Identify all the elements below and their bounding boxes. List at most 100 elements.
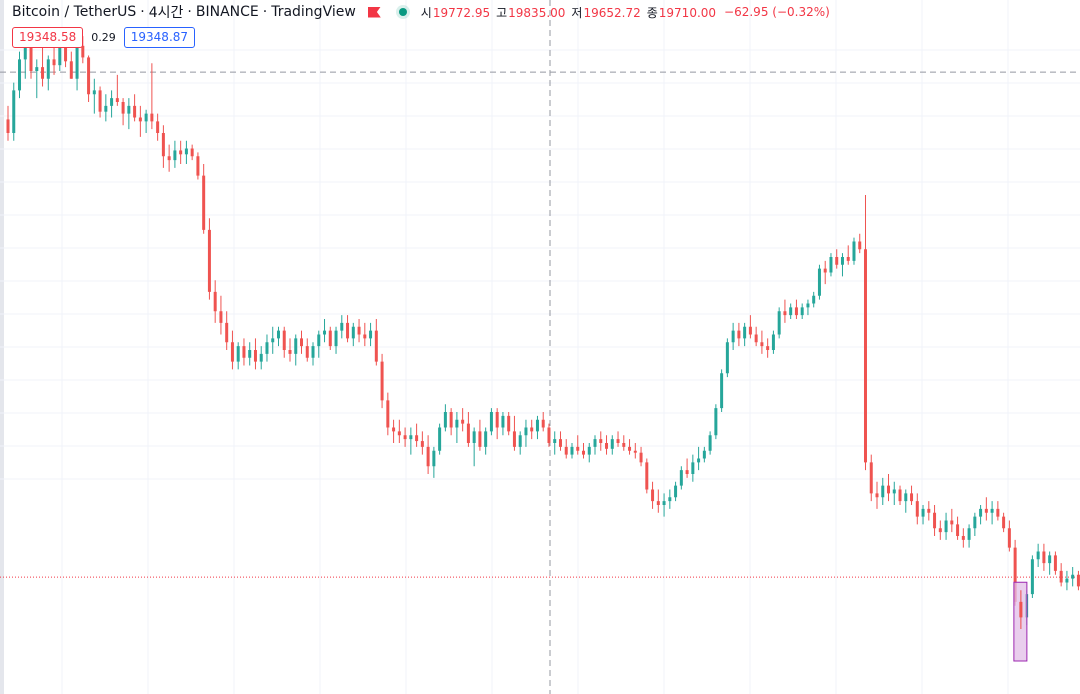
candle-body xyxy=(800,307,804,316)
candle xyxy=(127,98,131,130)
candle xyxy=(651,481,655,509)
symbol-name[interactable]: Bitcoin / TetherUS xyxy=(12,4,137,20)
candle xyxy=(622,435,626,451)
candle xyxy=(938,520,942,540)
candle xyxy=(806,299,810,316)
candle xyxy=(461,408,465,432)
candle xyxy=(605,435,609,455)
candle xyxy=(593,435,597,455)
buy-price-button[interactable]: 19348.87 xyxy=(123,27,196,48)
candle-body xyxy=(933,512,937,529)
candle-body xyxy=(58,40,62,66)
candle xyxy=(484,427,488,455)
symbol-legend[interactable]: Bitcoin / TetherUS · 4시간 · BINANCE · Tra… xyxy=(12,2,836,22)
candle-body xyxy=(541,419,545,428)
candle xyxy=(674,481,678,502)
candle xyxy=(570,443,574,459)
sell-price-button[interactable]: 19348.58 xyxy=(12,27,84,48)
candle xyxy=(1036,543,1040,567)
candle xyxy=(253,338,257,370)
candle xyxy=(599,431,603,451)
market-open-dot-icon xyxy=(398,8,407,16)
candle xyxy=(29,43,33,79)
candle xyxy=(179,140,183,164)
candle xyxy=(800,303,804,319)
ohlc-close: 종19710.00 xyxy=(647,4,716,21)
candle-body xyxy=(996,508,1000,517)
candle-body xyxy=(651,489,655,502)
candle xyxy=(702,446,706,463)
candle xyxy=(138,105,142,137)
candle xyxy=(443,404,447,432)
interval-label[interactable]: 4시간 xyxy=(148,5,184,21)
candle-body xyxy=(979,508,983,517)
candle-body xyxy=(150,113,154,122)
candle-body xyxy=(518,435,522,447)
candle xyxy=(691,454,695,482)
candle xyxy=(524,419,528,447)
candle xyxy=(789,303,793,319)
candle-body xyxy=(817,268,821,296)
candle xyxy=(472,427,476,467)
candle-body xyxy=(461,419,465,424)
candle-body xyxy=(582,450,585,455)
candle xyxy=(628,439,632,455)
candle xyxy=(714,404,718,440)
candle-body xyxy=(553,439,557,443)
candle-body xyxy=(6,119,10,133)
candle-body xyxy=(438,427,442,451)
candle-body xyxy=(622,443,626,447)
candle xyxy=(133,94,137,122)
candle-body xyxy=(478,431,482,447)
candle-body xyxy=(1007,528,1011,548)
legend-separator: · xyxy=(187,4,192,20)
candle-body xyxy=(720,373,724,409)
candle-body xyxy=(645,462,649,490)
candle-body xyxy=(380,361,384,401)
candle-body xyxy=(184,148,188,155)
candle-body xyxy=(455,419,459,428)
candle xyxy=(294,334,298,366)
candle-body xyxy=(167,156,171,161)
candle-body xyxy=(1053,555,1057,571)
candle-body xyxy=(138,117,142,122)
candle xyxy=(858,233,862,254)
candle-body xyxy=(501,415,505,428)
candle-body xyxy=(1059,570,1063,583)
candle xyxy=(87,55,91,102)
candle xyxy=(207,218,211,300)
candle xyxy=(380,353,384,409)
candle xyxy=(812,291,816,308)
candle xyxy=(351,322,355,347)
ohlc-change: −62.95 (−0.32%) xyxy=(724,5,830,19)
candle-body xyxy=(374,330,378,362)
candle xyxy=(248,342,252,366)
flag-icon[interactable] xyxy=(368,6,381,19)
candle-body xyxy=(846,257,850,261)
candle xyxy=(432,446,436,478)
candle xyxy=(397,419,401,443)
candle-body xyxy=(92,90,96,95)
candle xyxy=(230,330,234,370)
candle-body xyxy=(783,311,787,316)
quote-row: 19348.58 0.29 19348.87 xyxy=(12,27,196,48)
candle xyxy=(1076,570,1080,591)
candle-body xyxy=(35,67,39,71)
candle-highlighted xyxy=(1019,590,1023,629)
candle-body xyxy=(737,330,741,339)
candle xyxy=(835,249,839,269)
candle xyxy=(121,98,125,126)
candle-body xyxy=(357,326,361,335)
candle xyxy=(927,501,931,521)
candle-body xyxy=(489,412,493,432)
candle-body xyxy=(133,105,137,118)
candle xyxy=(990,501,994,525)
candle xyxy=(507,412,511,436)
candle-body xyxy=(294,338,298,354)
candle xyxy=(881,477,885,505)
candle xyxy=(213,280,217,323)
candle-body xyxy=(806,303,810,308)
